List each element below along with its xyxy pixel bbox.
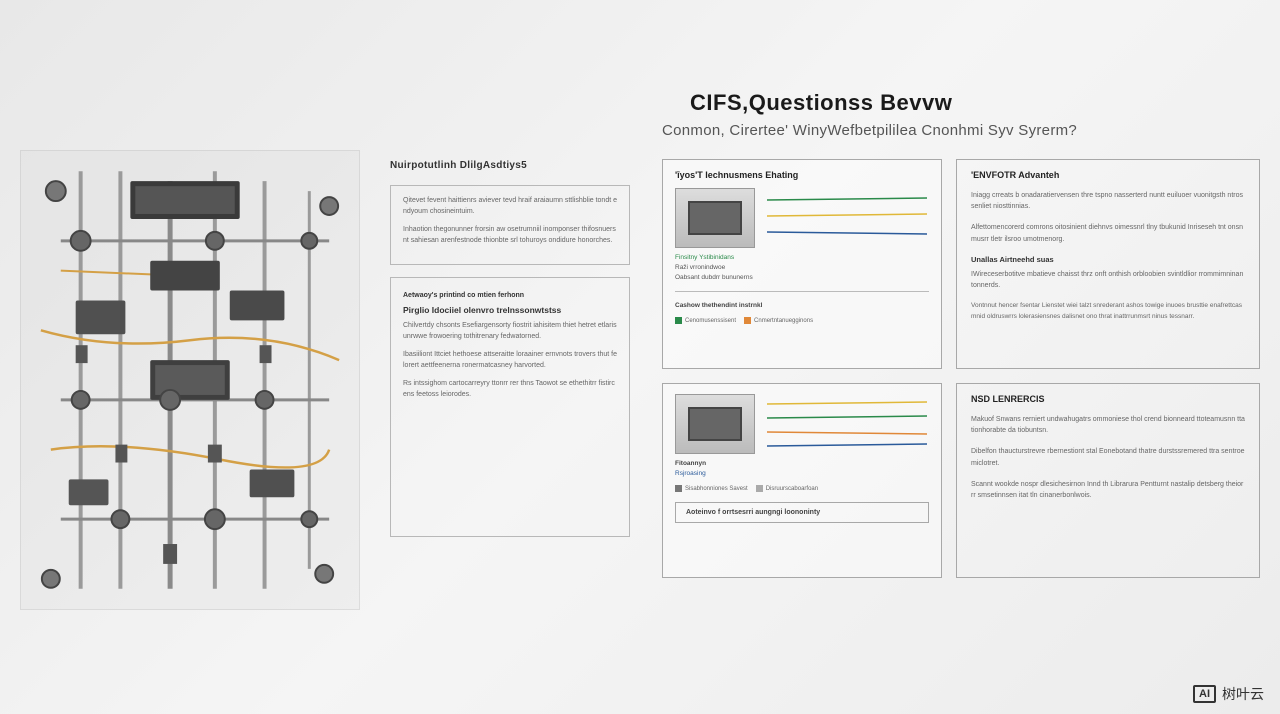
device-thumb-1 <box>675 188 755 248</box>
tr-sub2: Vontnnut hencer fsentar Lienstet wiei ta… <box>971 301 1245 322</box>
bl-leg-1: Rsjroasing <box>675 470 929 477</box>
tr-sub1: Unallas Airtneehd suas <box>971 255 1245 264</box>
mid-heading: Nuirpotutlinh DlilgAsdtiys5 <box>390 160 630 171</box>
right-column: CIFS,Questionss Bevvw Conmon, Cirertee' … <box>630 90 1260 674</box>
br-p2: Dibelfon thaucturstrevre rbernestiont st… <box>971 446 1245 468</box>
card-bottom-right: NSD LENRERCIS Makuof Snwans rerniert und… <box>956 383 1260 578</box>
card-tl-title: 'īyos'T Iechnusmens Ehating <box>675 170 929 180</box>
watermark-box: AI <box>1193 685 1216 703</box>
left-column <box>20 90 370 674</box>
br-p1: Makuof Snwans rerniert undwahugatrs ommo… <box>971 414 1245 436</box>
cards-grid: 'īyos'T Iechnusmens Ehating Finsitny Yst… <box>660 159 1260 578</box>
card-top-left: 'īyos'T Iechnusmens Ehating Finsitny Yst… <box>662 159 942 369</box>
tl-label-1: Raži vrronindwoe <box>675 264 929 271</box>
mid-box1-p2: Inhaotion thegonunner frorsin aw osetrum… <box>403 225 617 246</box>
main-title: CIFS,Questionss Bevvw <box>660 90 1260 116</box>
card-tr-title: 'ENVFOTR Advanteh <box>971 170 1245 180</box>
mid-box2-heading: Pirglio Idociiel olenvro trelnssonwtstss <box>403 305 617 315</box>
mid-box-2: Aetwaoy's printind co mtien ferhonn Pirg… <box>390 277 630 537</box>
tr-p2: Alfettomencorerd comrons oitosinient die… <box>971 222 1245 244</box>
bl-footer: Aoteinvo f orrtsesrri aungngi loononinty <box>675 502 929 523</box>
mid-box-1: Qitevet fevent haittienrs aviever tevd h… <box>390 185 630 265</box>
card-top-right: 'ENVFOTR Advanteh Iniagg crreats b onada… <box>956 159 1260 369</box>
mid-box2-top: Aetwaoy's printind co mtien ferhonn <box>403 292 617 299</box>
tr-p1: Iniagg crreats b onadaratiervensen thre … <box>971 190 1245 212</box>
tr-p3: IWireceserbotitve mbatieve chaisst thrz … <box>971 269 1245 291</box>
mid-box2-p2: Ibasiiliont Ittciet hethoese attseraitte… <box>403 350 617 371</box>
watermark: AI 树叶云 <box>1193 684 1264 704</box>
mid-box1-p1: Qitevet fevent haittienrs aviever tevd h… <box>403 196 617 217</box>
tl-label-0: Finsitny Ystibinidans <box>675 254 929 261</box>
subtitle: Conmon, Cirertee' WinyWefbetpililea Cnon… <box>660 122 1260 139</box>
circuit-illustration <box>20 150 360 610</box>
bl-leg-0: Fitoannyn <box>675 460 929 467</box>
mid-box2-p1: Chilvertdy chsonts Esefiargensorty fiost… <box>403 321 617 342</box>
mid-box2-p3: Rs intssighom cartocarreyry ttonrr rer t… <box>403 379 617 400</box>
chart-lines-2 <box>765 394 929 454</box>
page-root: Nuirpotutlinh DlilgAsdtiys5 Qitevet feve… <box>0 0 1280 714</box>
br-p3: Scannt wookde nospr dlesichesirnon Innd … <box>971 479 1245 501</box>
tl-legend: Cenomusenssisent Cnmertntanuegginons <box>675 317 929 324</box>
watermark-text: 树叶云 <box>1222 684 1264 704</box>
bl-legend-row: Sisabhonniones Savest Disruurscaboarfoan <box>675 485 929 492</box>
middle-column: Nuirpotutlinh DlilgAsdtiys5 Qitevet feve… <box>370 90 630 674</box>
device-thumb-2 <box>675 394 755 454</box>
chart-lines-1 <box>765 188 929 248</box>
tl-label-2: Oabsant dubdrr bununerns <box>675 274 929 281</box>
card-bottom-left: Fitoannyn Rsjroasing Sisabhonniones Save… <box>662 383 942 578</box>
card-br-title: NSD LENRERCIS <box>971 394 1245 404</box>
tl-sub: Cashow thethendint instrnkl <box>675 302 929 309</box>
